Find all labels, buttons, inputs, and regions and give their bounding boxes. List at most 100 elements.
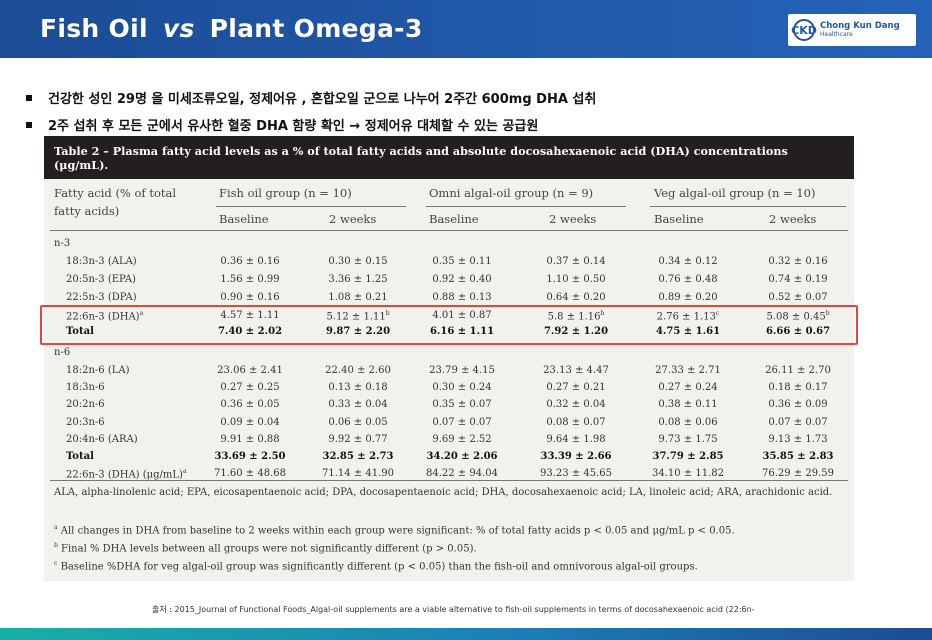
table-cell: 7.92 ± 1.20 (543, 326, 609, 337)
table-cell: 34.20 ± 2.06 (426, 451, 498, 462)
table-cell: 32.85 ± 2.73 (322, 451, 394, 462)
subcol-header: 2 weeks (329, 212, 377, 226)
cell-sup: b (385, 310, 390, 317)
column-label: Fatty acid (% of total (54, 186, 177, 200)
table-cell: 0.08 ± 0.07 (546, 417, 606, 428)
table-cell: 0.52 ± 0.07 (768, 292, 828, 303)
table-cell: 0.37 ± 0.14 (546, 256, 606, 267)
table-cell: 0.32 ± 0.04 (546, 399, 606, 410)
table-cell: 0.07 ± 0.07 (432, 417, 492, 428)
footnote-text: Baseline %DHA for veg algal-oil group wa… (60, 561, 698, 573)
source-citation: 출처 : 2015_Journal of Functional Foods_Al… (152, 605, 755, 614)
table-cell: 0.33 ± 0.04 (328, 399, 388, 410)
row-label: 18:2n-6 (LA) (66, 365, 130, 376)
row-label-sup: a (182, 468, 187, 475)
table-cell: 0.36 ± 0.09 (768, 399, 828, 410)
cell-sup: b (600, 310, 605, 317)
dha-highlight-box (40, 305, 858, 345)
row-label: 20:5n-3 (EPA) (66, 274, 136, 285)
subcol-header: 2 weeks (549, 212, 597, 226)
row-label: 18:3n-3 (ALA) (66, 256, 137, 267)
table-cell: 0.89 ± 0.20 (658, 292, 718, 303)
table-cell: 4.01 ± 0.87 (432, 310, 492, 321)
footnote-mark: b (54, 542, 58, 549)
table-cell: 9.73 ± 1.75 (658, 434, 718, 445)
row-label: Total (66, 326, 94, 337)
footnote: b Final % DHA levels between all groups … (54, 539, 477, 556)
bullet-list: 건강한 성인 29명 을 미세조류오일, 정제어유 , 혼합오일 군으로 나누어… (26, 84, 596, 138)
table-cell: 9.87 ± 2.20 (325, 326, 391, 337)
footnote-abbreviations: ALA, alpha-linolenic acid; EPA, eicosape… (54, 487, 833, 498)
slide-header: Fish Oil vs Plant Omega-3 CKD Chong Kun … (0, 0, 932, 58)
table-cell: 23.79 ± 4.15 (429, 365, 495, 376)
row-label: 20:4n-6 (ARA) (66, 434, 138, 445)
subcol-header: Baseline (654, 212, 704, 226)
table-cell: 5.08 ± 0.45b (766, 310, 830, 323)
company-logo: CKD Chong Kun Dang Healthcare (788, 14, 916, 46)
header-bottom-rule (50, 230, 848, 231)
table-cell: 3.36 ± 1.25 (328, 274, 388, 285)
footnote: c Baseline %DHA for veg algal-oil group … (54, 557, 698, 574)
table-cell: 76.29 ± 29.59 (762, 468, 834, 479)
title-part2: Plant Omega-3 (209, 14, 423, 43)
table-cell: 0.34 ± 0.12 (658, 256, 718, 267)
table-cell: 0.90 ± 0.16 (220, 292, 280, 303)
bullet-text: 건강한 성인 29명 을 미세조류오일, 정제어유 , 혼합오일 군으로 나누어… (48, 92, 597, 107)
table-cell: 23.06 ± 2.41 (217, 365, 283, 376)
footnote-mark: c (54, 560, 58, 567)
table-cell: 6.66 ± 0.67 (765, 326, 831, 337)
row-label: 20:3n-6 (66, 417, 105, 428)
table-cell: 0.76 ± 0.48 (658, 274, 718, 285)
group-header-fish: Fish oil group (n = 10) (219, 186, 352, 200)
table-title: Table 2 – Plasma fatty acid levels as a … (44, 136, 854, 179)
table-cell: 9.69 ± 2.52 (432, 434, 492, 445)
row-label: 18:3n-6 (66, 382, 105, 393)
table-cell: 71.60 ± 48.68 (214, 468, 286, 479)
table-cell: 35.85 ± 2.83 (762, 451, 834, 462)
table-cell: 0.92 ± 0.40 (432, 274, 492, 285)
row-label: 22:5n-3 (DPA) (66, 292, 137, 303)
group-header-omni: Omni algal-oil group (n = 9) (429, 186, 594, 200)
section-label-n6: n-6 (54, 347, 71, 358)
group-header-veg: Veg algal-oil group (n = 10) (654, 186, 816, 200)
table-cell: 9.91 ± 0.88 (220, 434, 280, 445)
row-label-sup: a (139, 310, 144, 317)
footnote-text: Final % DHA levels between all groups we… (61, 543, 477, 555)
row-label: 22:6n-3 (DHA)a (66, 310, 144, 323)
group-rule (650, 206, 846, 207)
table-cell: 0.06 ± 0.05 (328, 417, 388, 428)
table-cell: 26.11 ± 2.70 (765, 365, 831, 376)
table-cell: 84.22 ± 94.04 (426, 468, 498, 479)
table-cell: 0.13 ± 0.18 (328, 382, 388, 393)
subcol-header: 2 weeks (769, 212, 817, 226)
table-cell: 9.64 ± 1.98 (546, 434, 606, 445)
table-bottom-rule (50, 480, 848, 481)
table-cell: 0.36 ± 0.05 (220, 399, 280, 410)
slide-title: Fish Oil vs Plant Omega-3 (40, 14, 423, 43)
table-cell: 27.33 ± 2.71 (655, 365, 721, 376)
section-label-n3: n-3 (54, 238, 71, 249)
table-cell: 0.35 ± 0.07 (432, 399, 492, 410)
footnote-mark: a (54, 524, 58, 531)
table-cell: 33.39 ± 2.66 (540, 451, 612, 462)
table-cell: 5.12 ± 1.11b (326, 310, 390, 323)
table-cell: 0.30 ± 0.24 (432, 382, 492, 393)
table-cell: 71.14 ± 41.90 (322, 468, 394, 479)
table-cell: 0.18 ± 0.17 (768, 382, 828, 393)
table-cell: 23.13 ± 4.47 (543, 365, 609, 376)
fatty-acid-table: Table 2 – Plasma fatty acid levels as a … (44, 136, 854, 581)
logo-line1: Chong Kun Dang (820, 20, 900, 31)
table-cell: 2.76 ± 1.13c (656, 310, 720, 323)
table-cell: 22.40 ± 2.60 (325, 365, 391, 376)
table-cell: 0.64 ± 0.20 (546, 292, 606, 303)
bullet-item: 건강한 성인 29명 을 미세조류오일, 정제어유 , 혼합오일 군으로 나누어… (26, 84, 596, 111)
table-cell: 1.08 ± 0.21 (328, 292, 388, 303)
table-cell: 0.36 ± 0.16 (220, 256, 280, 267)
subcol-header: Baseline (219, 212, 269, 226)
table-cell: 93.23 ± 45.65 (540, 468, 612, 479)
table-cell: 37.79 ± 2.85 (652, 451, 724, 462)
cell-sup: b (825, 310, 830, 317)
bullet-item: 2주 섭취 후 모든 군에서 유사한 혈중 DHA 함량 확인 → 정제어유 대… (26, 111, 596, 138)
table-cell: 9.92 ± 0.77 (328, 434, 388, 445)
logo-mark-icon: CKD (791, 19, 817, 41)
